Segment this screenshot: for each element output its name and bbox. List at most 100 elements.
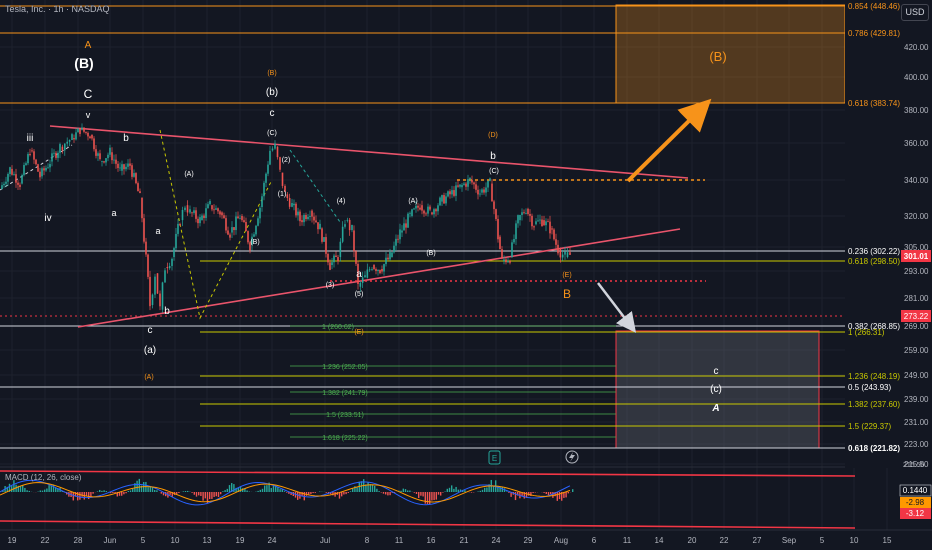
candle-body bbox=[377, 269, 379, 271]
macd-hist-bar bbox=[187, 490, 189, 492]
signal-line bbox=[0, 482, 571, 503]
macd-hist-bar bbox=[330, 492, 332, 495]
wave-label: (A) bbox=[184, 171, 193, 178]
macd-hist-bar bbox=[400, 490, 402, 492]
wave-label: (5) bbox=[355, 291, 364, 298]
candle-body bbox=[127, 163, 129, 167]
macd-hist-bar bbox=[481, 489, 484, 492]
macd-hist-bar bbox=[237, 487, 239, 492]
candle-body bbox=[333, 255, 335, 263]
macd-hist-bar bbox=[343, 492, 345, 495]
wave-label: b bbox=[164, 306, 170, 317]
macd-hist-bar bbox=[305, 492, 308, 496]
candle-body bbox=[93, 138, 95, 150]
macd-hist-bar bbox=[206, 492, 209, 504]
time-tick: 20 bbox=[688, 536, 697, 545]
candle-body bbox=[559, 249, 562, 258]
price-tick: 215.50 bbox=[904, 460, 929, 469]
candle-body bbox=[9, 167, 11, 174]
time-tick: 11 bbox=[623, 536, 632, 545]
time-tick: 5 bbox=[141, 536, 146, 545]
macd-hist-bar bbox=[556, 492, 558, 501]
macd-hist-bar bbox=[552, 492, 554, 498]
macd-hist-bar bbox=[561, 492, 563, 501]
candle-body bbox=[151, 294, 154, 305]
candle-body bbox=[395, 238, 397, 246]
macd-hist-bar bbox=[391, 492, 393, 493]
macd-hist-bar bbox=[365, 484, 367, 492]
time-tick: 10 bbox=[171, 536, 180, 545]
macd-hist-bar bbox=[367, 482, 369, 492]
level-label: 0.618 (298.50) bbox=[848, 257, 900, 266]
candle-body bbox=[297, 211, 299, 216]
candle-body bbox=[531, 215, 533, 227]
wave-label: (3) bbox=[326, 282, 335, 289]
macd-legend: MACD (12, 26, close) bbox=[5, 473, 82, 482]
macd-hist-bar bbox=[224, 490, 226, 492]
price-axis-bg bbox=[845, 0, 932, 468]
candle-body bbox=[431, 212, 433, 215]
candle-body bbox=[35, 159, 37, 165]
macd-hist-bar bbox=[11, 486, 13, 492]
macd-hist-bar bbox=[510, 492, 512, 497]
macd-hist-bar bbox=[435, 492, 437, 500]
macd-hist-bar bbox=[105, 491, 107, 492]
candle-body bbox=[537, 220, 539, 222]
macd-hist-bar bbox=[239, 486, 242, 492]
candle-body bbox=[521, 212, 523, 216]
macd-hist-bar bbox=[275, 485, 277, 492]
candle-body bbox=[245, 222, 247, 232]
macd-hist-bar bbox=[244, 488, 246, 492]
macd-hist-bar bbox=[479, 490, 481, 492]
time-tick: 8 bbox=[365, 536, 370, 545]
candle-body bbox=[27, 154, 29, 164]
macd-hist-bar bbox=[55, 487, 57, 492]
candle-body bbox=[451, 190, 453, 195]
level-label: 1.382 (237.60) bbox=[848, 400, 900, 409]
macd-hist-bar bbox=[354, 486, 356, 492]
candle-body bbox=[125, 166, 127, 170]
macd-hist-bar bbox=[420, 492, 422, 496]
lightning-icon bbox=[565, 450, 579, 464]
candle-body bbox=[99, 153, 101, 160]
wave-label: c bbox=[714, 366, 719, 377]
candle-body bbox=[288, 198, 291, 207]
candle-body bbox=[439, 197, 441, 206]
candle-body bbox=[286, 194, 289, 199]
candle-body bbox=[189, 209, 191, 213]
candle-body bbox=[539, 219, 541, 221]
macd-hist-bar bbox=[74, 492, 77, 497]
candle-body bbox=[469, 177, 471, 180]
macd-tag bbox=[899, 484, 932, 497]
time-tick: 16 bbox=[427, 536, 436, 545]
currency-button[interactable]: USD bbox=[901, 4, 929, 21]
fib-ext-label: 1.236 (252.05) bbox=[322, 364, 368, 371]
macd-hist-bar bbox=[402, 488, 404, 492]
candle-body bbox=[541, 219, 543, 226]
candle-body bbox=[383, 264, 385, 272]
wave-label: v bbox=[86, 110, 91, 120]
macd-hist-bar bbox=[116, 492, 118, 497]
wave-label: iv bbox=[44, 213, 51, 224]
candle-body bbox=[89, 136, 91, 139]
level-label: 0.786 (429.81) bbox=[848, 29, 900, 38]
candle-body bbox=[513, 239, 515, 243]
candle-body bbox=[293, 203, 295, 206]
candle-body bbox=[161, 282, 164, 310]
macd-hist-bar bbox=[294, 492, 297, 498]
candles bbox=[1, 123, 571, 313]
candle-body bbox=[253, 234, 255, 237]
candle-body bbox=[19, 184, 21, 187]
up-arrow bbox=[626, 98, 712, 183]
macd-hist-bar bbox=[191, 492, 193, 493]
macd-hist-bar bbox=[389, 492, 391, 496]
macd-hist-bar bbox=[442, 492, 444, 493]
macd-hist-bar bbox=[431, 492, 433, 501]
wave-label: (2) bbox=[282, 157, 291, 164]
candle-body bbox=[137, 183, 139, 192]
macd-hist-bar bbox=[488, 484, 490, 492]
candle-body bbox=[259, 207, 261, 219]
candle-body bbox=[359, 282, 362, 287]
candle-body bbox=[217, 208, 219, 212]
